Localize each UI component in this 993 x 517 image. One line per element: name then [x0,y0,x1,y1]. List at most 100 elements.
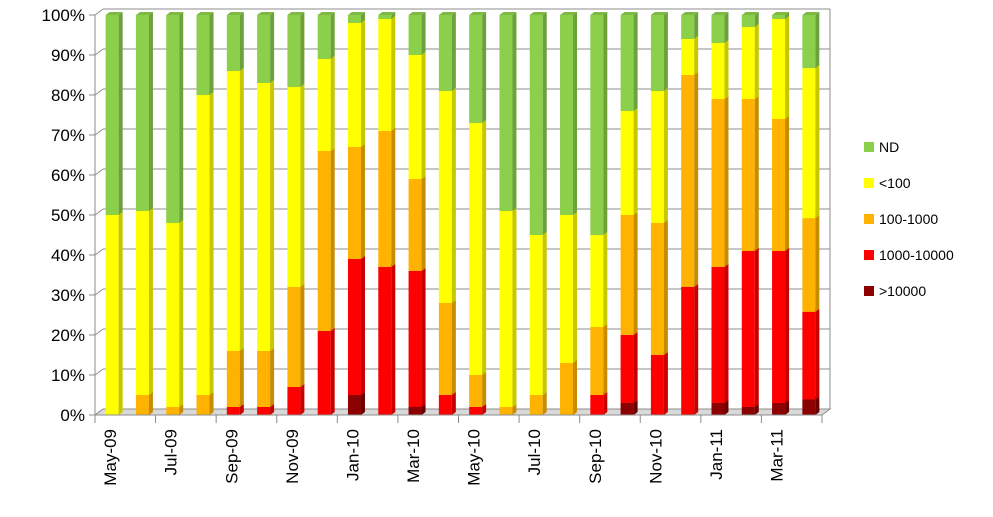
bar-front [590,235,604,327]
bar-front [105,215,119,415]
legend-label: <100 [879,175,911,191]
bar-side [663,12,668,91]
legend-swatch [864,178,874,188]
bar-front [196,15,210,95]
bar-segment [772,16,790,119]
bar-segment [438,300,456,395]
bar-front [772,251,786,403]
bar-front [620,15,634,111]
gridline-diag [94,48,104,56]
bar-side [512,404,517,415]
x-axis-tick-labels: May-09 Jul-09 Sep-09 Nov-09 Jan-10 Mar-10 May-… [101,429,786,486]
bar-side [663,352,668,415]
bar-front [378,267,392,415]
axes [89,14,823,423]
bar-segment [105,212,123,415]
bar-segment [499,12,517,211]
bar-segment [802,215,820,312]
bar-side [542,392,547,415]
bar-front [802,68,816,219]
x-tick-label: Jul-10 [525,429,544,475]
bar-side [724,40,729,99]
y-tick-label: 20% [51,326,85,345]
x-tick-label: Jul-09 [162,429,181,475]
bar-segment [711,96,729,267]
bar-side [573,12,578,215]
bar-side [512,12,517,211]
bar-segment [469,120,487,375]
bar-segment [287,284,305,387]
bar-front [741,15,755,27]
bar-front [741,99,755,251]
bar-segment [802,308,820,400]
bar-top [499,12,517,15]
bar-front [650,15,664,91]
legend-swatch [864,286,874,296]
bar-top [105,12,123,15]
bar-front [135,15,149,211]
bar-segment [681,284,699,415]
bar-top [529,12,547,15]
bar-front [772,119,786,251]
x-tick-label: May-10 [465,429,484,486]
bar-segment [378,128,396,267]
bar-side [724,400,729,415]
gridline-diag [94,8,104,16]
legend-item: <100 [864,175,911,191]
bar-side [360,144,365,259]
bar-front [166,407,180,415]
bar-segment [802,65,820,219]
legend-label: 1000-10000 [879,247,954,263]
bar-front [317,15,331,59]
bar-front [590,15,604,235]
bar-front [620,111,634,215]
bar-side [451,300,456,395]
bar-top [408,12,426,15]
legend-swatch [864,214,874,224]
bar-side [360,256,365,395]
gridline-diag [94,248,104,256]
bars-layer [105,12,820,415]
bar-side [482,120,487,375]
bar-side [482,372,487,407]
bar-segment [196,92,214,395]
bar-front [317,331,331,415]
bar-front [772,15,786,19]
bar-side [724,12,729,43]
bar-segment [802,12,820,69]
bar-front [650,355,664,415]
bar-side [603,324,608,395]
bar-side [209,92,214,395]
bar-side [785,116,790,251]
bar-front [317,151,331,331]
y-tick-label: 90% [51,46,85,65]
legend-item: ND [864,139,899,155]
bar-front [802,311,816,400]
bar-segment [772,116,790,251]
bar-top [681,12,699,15]
bar-side [603,232,608,327]
bar-side [785,248,790,403]
bar-front [711,403,725,415]
bar-top [347,12,365,15]
bar-side [724,96,729,267]
bar-segment [590,324,608,395]
bar-segment [620,108,638,215]
bar-side [754,12,759,27]
bar-segment [438,12,456,91]
bar-side [421,12,426,55]
bar-front [378,15,392,19]
bar-segment [560,360,578,415]
bar-side [360,12,365,23]
bar-top [317,12,335,15]
bar-front [438,91,452,303]
bar-front [529,235,543,395]
bar-front [620,335,634,403]
bar-front [347,23,361,147]
bar-front [681,287,695,415]
grid-lines [94,8,831,416]
bar-segment [166,12,184,223]
x-tick-label: Nov-09 [283,429,302,484]
bar-segment [257,80,275,351]
